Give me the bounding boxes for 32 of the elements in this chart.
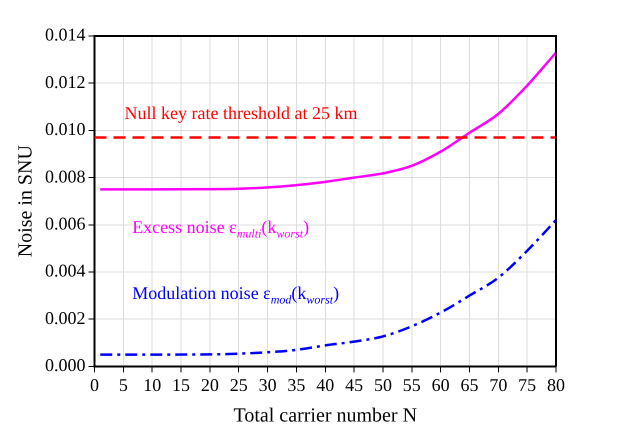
x-tick-label: 10 bbox=[143, 374, 162, 395]
x-tick-label: 30 bbox=[258, 374, 277, 395]
x-tick-label: 75 bbox=[518, 374, 536, 395]
x-tick-label: 15 bbox=[172, 374, 190, 395]
x-tick-label: 80 bbox=[547, 374, 565, 395]
y-tick-label: 0.004 bbox=[45, 260, 86, 281]
x-tick-label: 5 bbox=[118, 374, 128, 395]
y-tick-label: 0.002 bbox=[45, 308, 86, 328]
x-tick-label: 40 bbox=[316, 374, 334, 395]
x-tick-label: 50 bbox=[374, 374, 392, 395]
line-series bbox=[99, 218, 556, 356]
x-tick-label: 25 bbox=[230, 374, 248, 395]
x-tick-label: 55 bbox=[402, 374, 421, 395]
x-tick-label: 35 bbox=[287, 374, 306, 395]
y-tick-label: 0.006 bbox=[45, 214, 86, 234]
x-tick-label: 0 bbox=[90, 374, 99, 395]
text: Modulation noise ε$_{mod}$(k$_{worst}$) bbox=[132, 282, 340, 308]
line-series bbox=[99, 51, 556, 191]
x-tick-label: 20 bbox=[200, 374, 219, 395]
y-tick-label: 0.012 bbox=[45, 72, 86, 92]
x-tick-label: 60 bbox=[432, 374, 450, 395]
x-axis-title: Total carrier number N bbox=[233, 404, 418, 426]
y-axis-title: Noise in SNU bbox=[14, 144, 36, 258]
y-tick-label: 0.008 bbox=[45, 166, 86, 186]
x-tick-label: 45 bbox=[345, 374, 364, 395]
y-tick-label: 0.000 bbox=[45, 355, 86, 376]
y-tick-label: 0.014 bbox=[45, 24, 86, 45]
series-label: Excess noise ε$_{multi}$(k$_{worst}$) bbox=[132, 217, 310, 242]
ref-line-label: Null key rate threshold at 25 km bbox=[124, 103, 358, 124]
y-tick-label: 0.010 bbox=[45, 119, 86, 140]
x-tick-label: 70 bbox=[489, 374, 508, 395]
x-tick-label: 65 bbox=[460, 374, 478, 395]
